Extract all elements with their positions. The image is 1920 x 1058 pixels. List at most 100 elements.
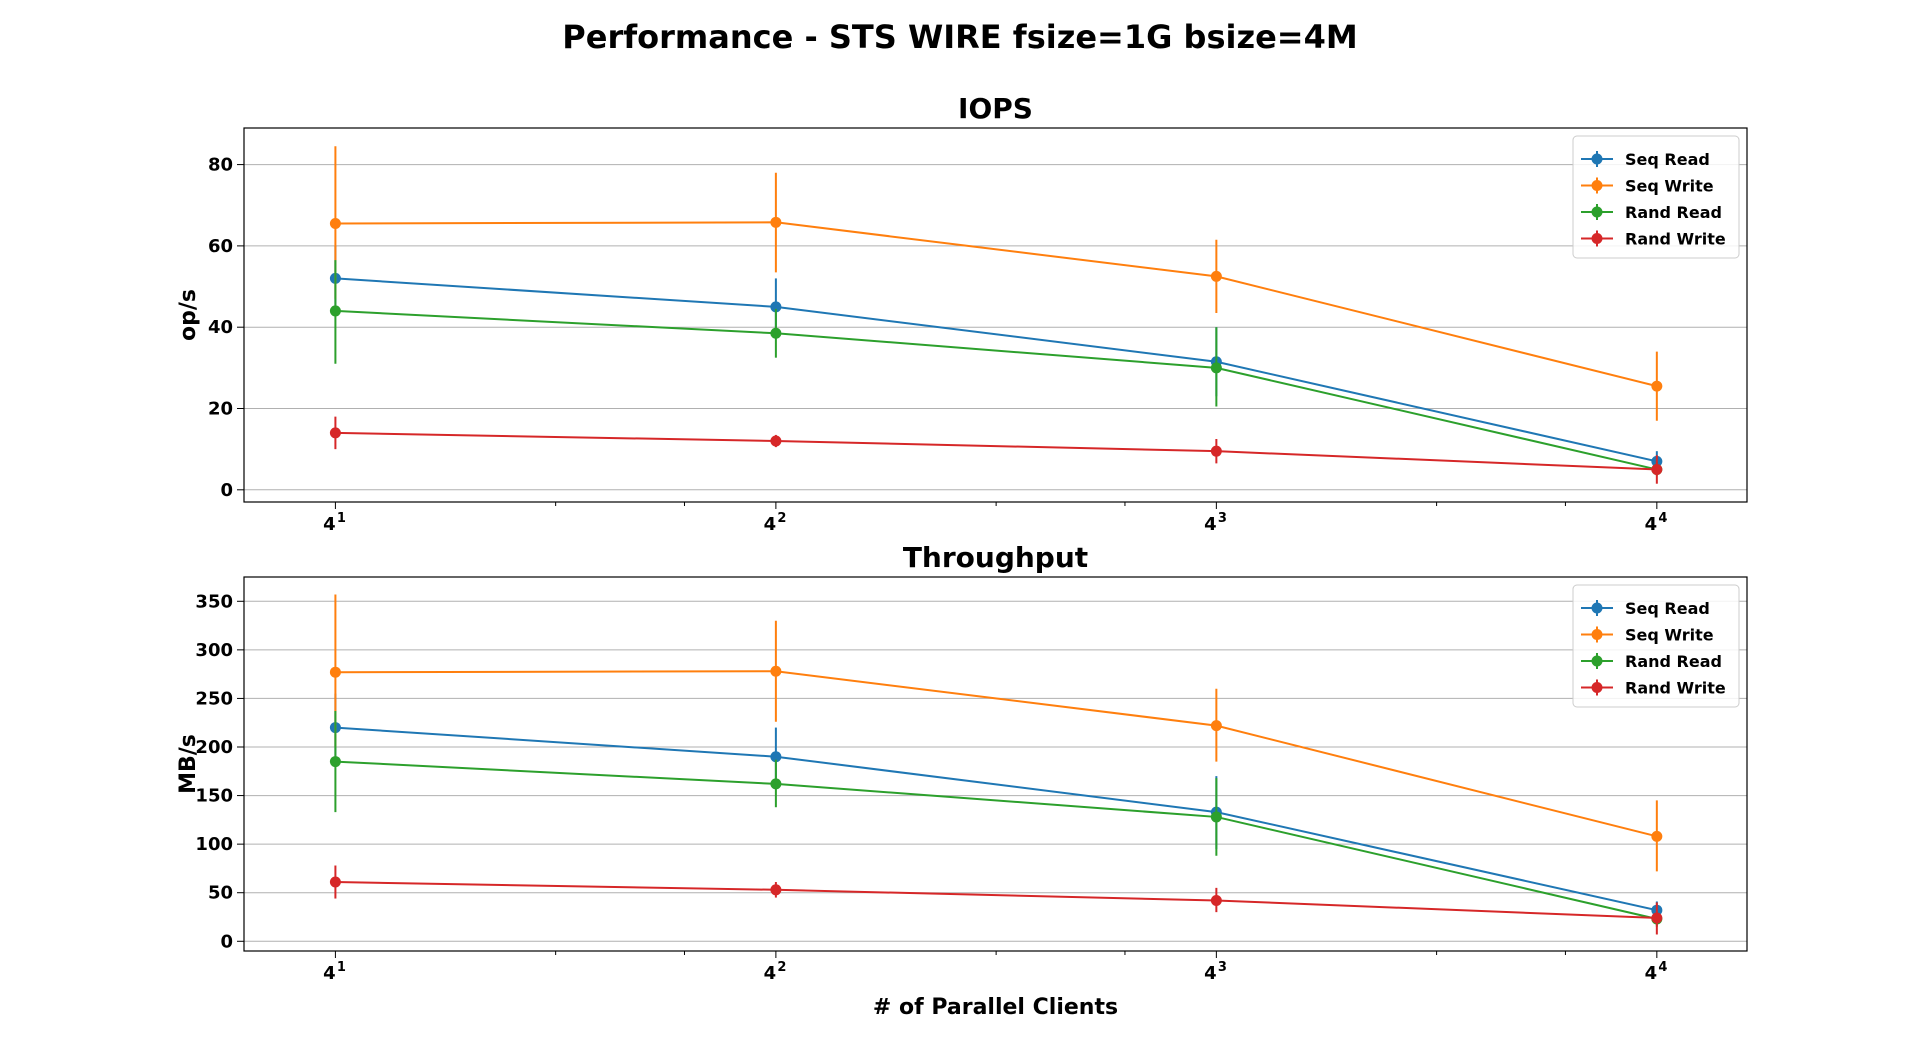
- data-point: [1210, 811, 1222, 823]
- x-tick-label: 4: [1645, 963, 1658, 984]
- series-seq-write: [329, 146, 1663, 421]
- x-tick-label: 4: [323, 963, 336, 984]
- legend-marker: [1591, 655, 1603, 667]
- data-point: [770, 435, 782, 447]
- data-point: [770, 327, 782, 339]
- y-axis-label: op/s: [176, 289, 201, 341]
- data-point: [770, 751, 782, 763]
- series-rand-read: [329, 260, 1663, 476]
- x-tick-label: 4: [323, 514, 336, 535]
- data-point: [329, 756, 341, 768]
- data-point: [770, 778, 782, 790]
- legend-label: Seq Read: [1625, 150, 1710, 169]
- data-point: [770, 301, 782, 313]
- series-line: [335, 670, 1658, 838]
- legend-item: Seq Read: [1581, 150, 1710, 169]
- legend-item: Seq Write: [1581, 177, 1714, 196]
- series-line: [335, 431, 1657, 471]
- data-point: [1210, 270, 1222, 282]
- series-line: [335, 760, 1658, 920]
- data-point: [1210, 445, 1222, 457]
- y-tick-label: 60: [208, 236, 233, 257]
- data-point: [1651, 463, 1663, 475]
- legend-item: Rand Write: [1581, 679, 1726, 698]
- legend-label: Seq Write: [1625, 626, 1714, 645]
- y-tick-label: 150: [195, 786, 233, 807]
- y-tick-label: 100: [195, 834, 233, 855]
- series-rand-write: [329, 416, 1663, 484]
- x-tick-label: 4: [764, 963, 777, 984]
- data-point: [1651, 380, 1663, 392]
- x-tick-exponent: 4: [1658, 960, 1667, 975]
- legend-item: Rand Read: [1581, 652, 1722, 671]
- x-tick-exponent: 1: [337, 960, 346, 975]
- y-tick-label: 50: [208, 883, 233, 904]
- x-tick-label: 4: [1204, 963, 1217, 984]
- y-tick-label: 0: [220, 931, 233, 952]
- legend: Seq Read Seq Write Rand Read Rand Write: [1572, 584, 1740, 708]
- y-tick-label: 200: [195, 737, 233, 758]
- legend: Seq Read Seq Write Rand Read Rand Write: [1572, 135, 1740, 259]
- data-point: [1651, 830, 1663, 842]
- series-line: [335, 309, 1658, 471]
- legend-marker: [1591, 682, 1603, 693]
- legend-marker: [1591, 206, 1603, 218]
- data-point: [1210, 362, 1222, 374]
- x-axis-label: # of Parallel Clients: [873, 995, 1118, 1020]
- legend-label: Seq Read: [1625, 599, 1710, 618]
- legend-label: Rand Write: [1625, 230, 1726, 249]
- legend-label: Rand Write: [1625, 679, 1726, 698]
- series-line: [335, 881, 1657, 919]
- y-tick-label: 250: [195, 688, 233, 709]
- data-point: [1651, 912, 1663, 924]
- data-point: [1210, 720, 1222, 732]
- subplot-title: IOPS: [958, 92, 1033, 125]
- axes-frame: [243, 576, 1748, 952]
- data-point: [770, 216, 782, 228]
- legend-item: Rand Write: [1581, 230, 1726, 249]
- figure-title: Performance - STS WIRE fsize=1G bsize=4M: [562, 18, 1357, 56]
- legend-marker: [1591, 233, 1603, 244]
- y-tick-label: 300: [195, 640, 233, 661]
- x-tick-exponent: 3: [1218, 511, 1227, 526]
- series-line: [335, 726, 1658, 912]
- legend-item: Seq Write: [1581, 626, 1714, 645]
- legend-marker: [1591, 629, 1603, 640]
- legend-label: Rand Read: [1625, 652, 1722, 671]
- x-tick-label: 4: [1645, 514, 1658, 535]
- legend-frame: [1572, 584, 1740, 708]
- x-tick-exponent: 3: [1218, 960, 1227, 975]
- data-point: [329, 427, 341, 439]
- x-tick-exponent: 2: [777, 960, 786, 975]
- series-rand-write: [329, 865, 1663, 935]
- x-tick-label: 4: [1204, 514, 1217, 535]
- data-point: [770, 884, 782, 896]
- series-rand-read: [329, 711, 1663, 927]
- legend-frame: [1572, 135, 1740, 259]
- series-line: [335, 221, 1658, 388]
- data-point: [329, 666, 341, 678]
- data-point: [329, 305, 341, 317]
- axes-frame: [243, 127, 1748, 503]
- y-tick-label: 80: [208, 155, 233, 176]
- legend-marker: [1591, 602, 1603, 614]
- x-tick-label: 4: [764, 514, 777, 535]
- y-tick-label: 20: [208, 399, 233, 420]
- series-seq-write: [329, 594, 1663, 872]
- series-line: [335, 277, 1658, 463]
- legend-item: Seq Read: [1581, 599, 1710, 618]
- x-tick-exponent: 1: [337, 511, 346, 526]
- y-tick-label: 0: [220, 480, 233, 501]
- x-tick-exponent: 4: [1658, 511, 1667, 526]
- y-tick-label: 350: [195, 591, 233, 612]
- y-tick-label: 40: [208, 317, 233, 338]
- legend-label: Seq Write: [1625, 177, 1714, 196]
- data-point: [329, 876, 341, 888]
- legend-item: Rand Read: [1581, 203, 1722, 222]
- subplot-title: Throughput: [903, 541, 1088, 574]
- data-point: [329, 218, 341, 230]
- legend-marker: [1591, 153, 1603, 165]
